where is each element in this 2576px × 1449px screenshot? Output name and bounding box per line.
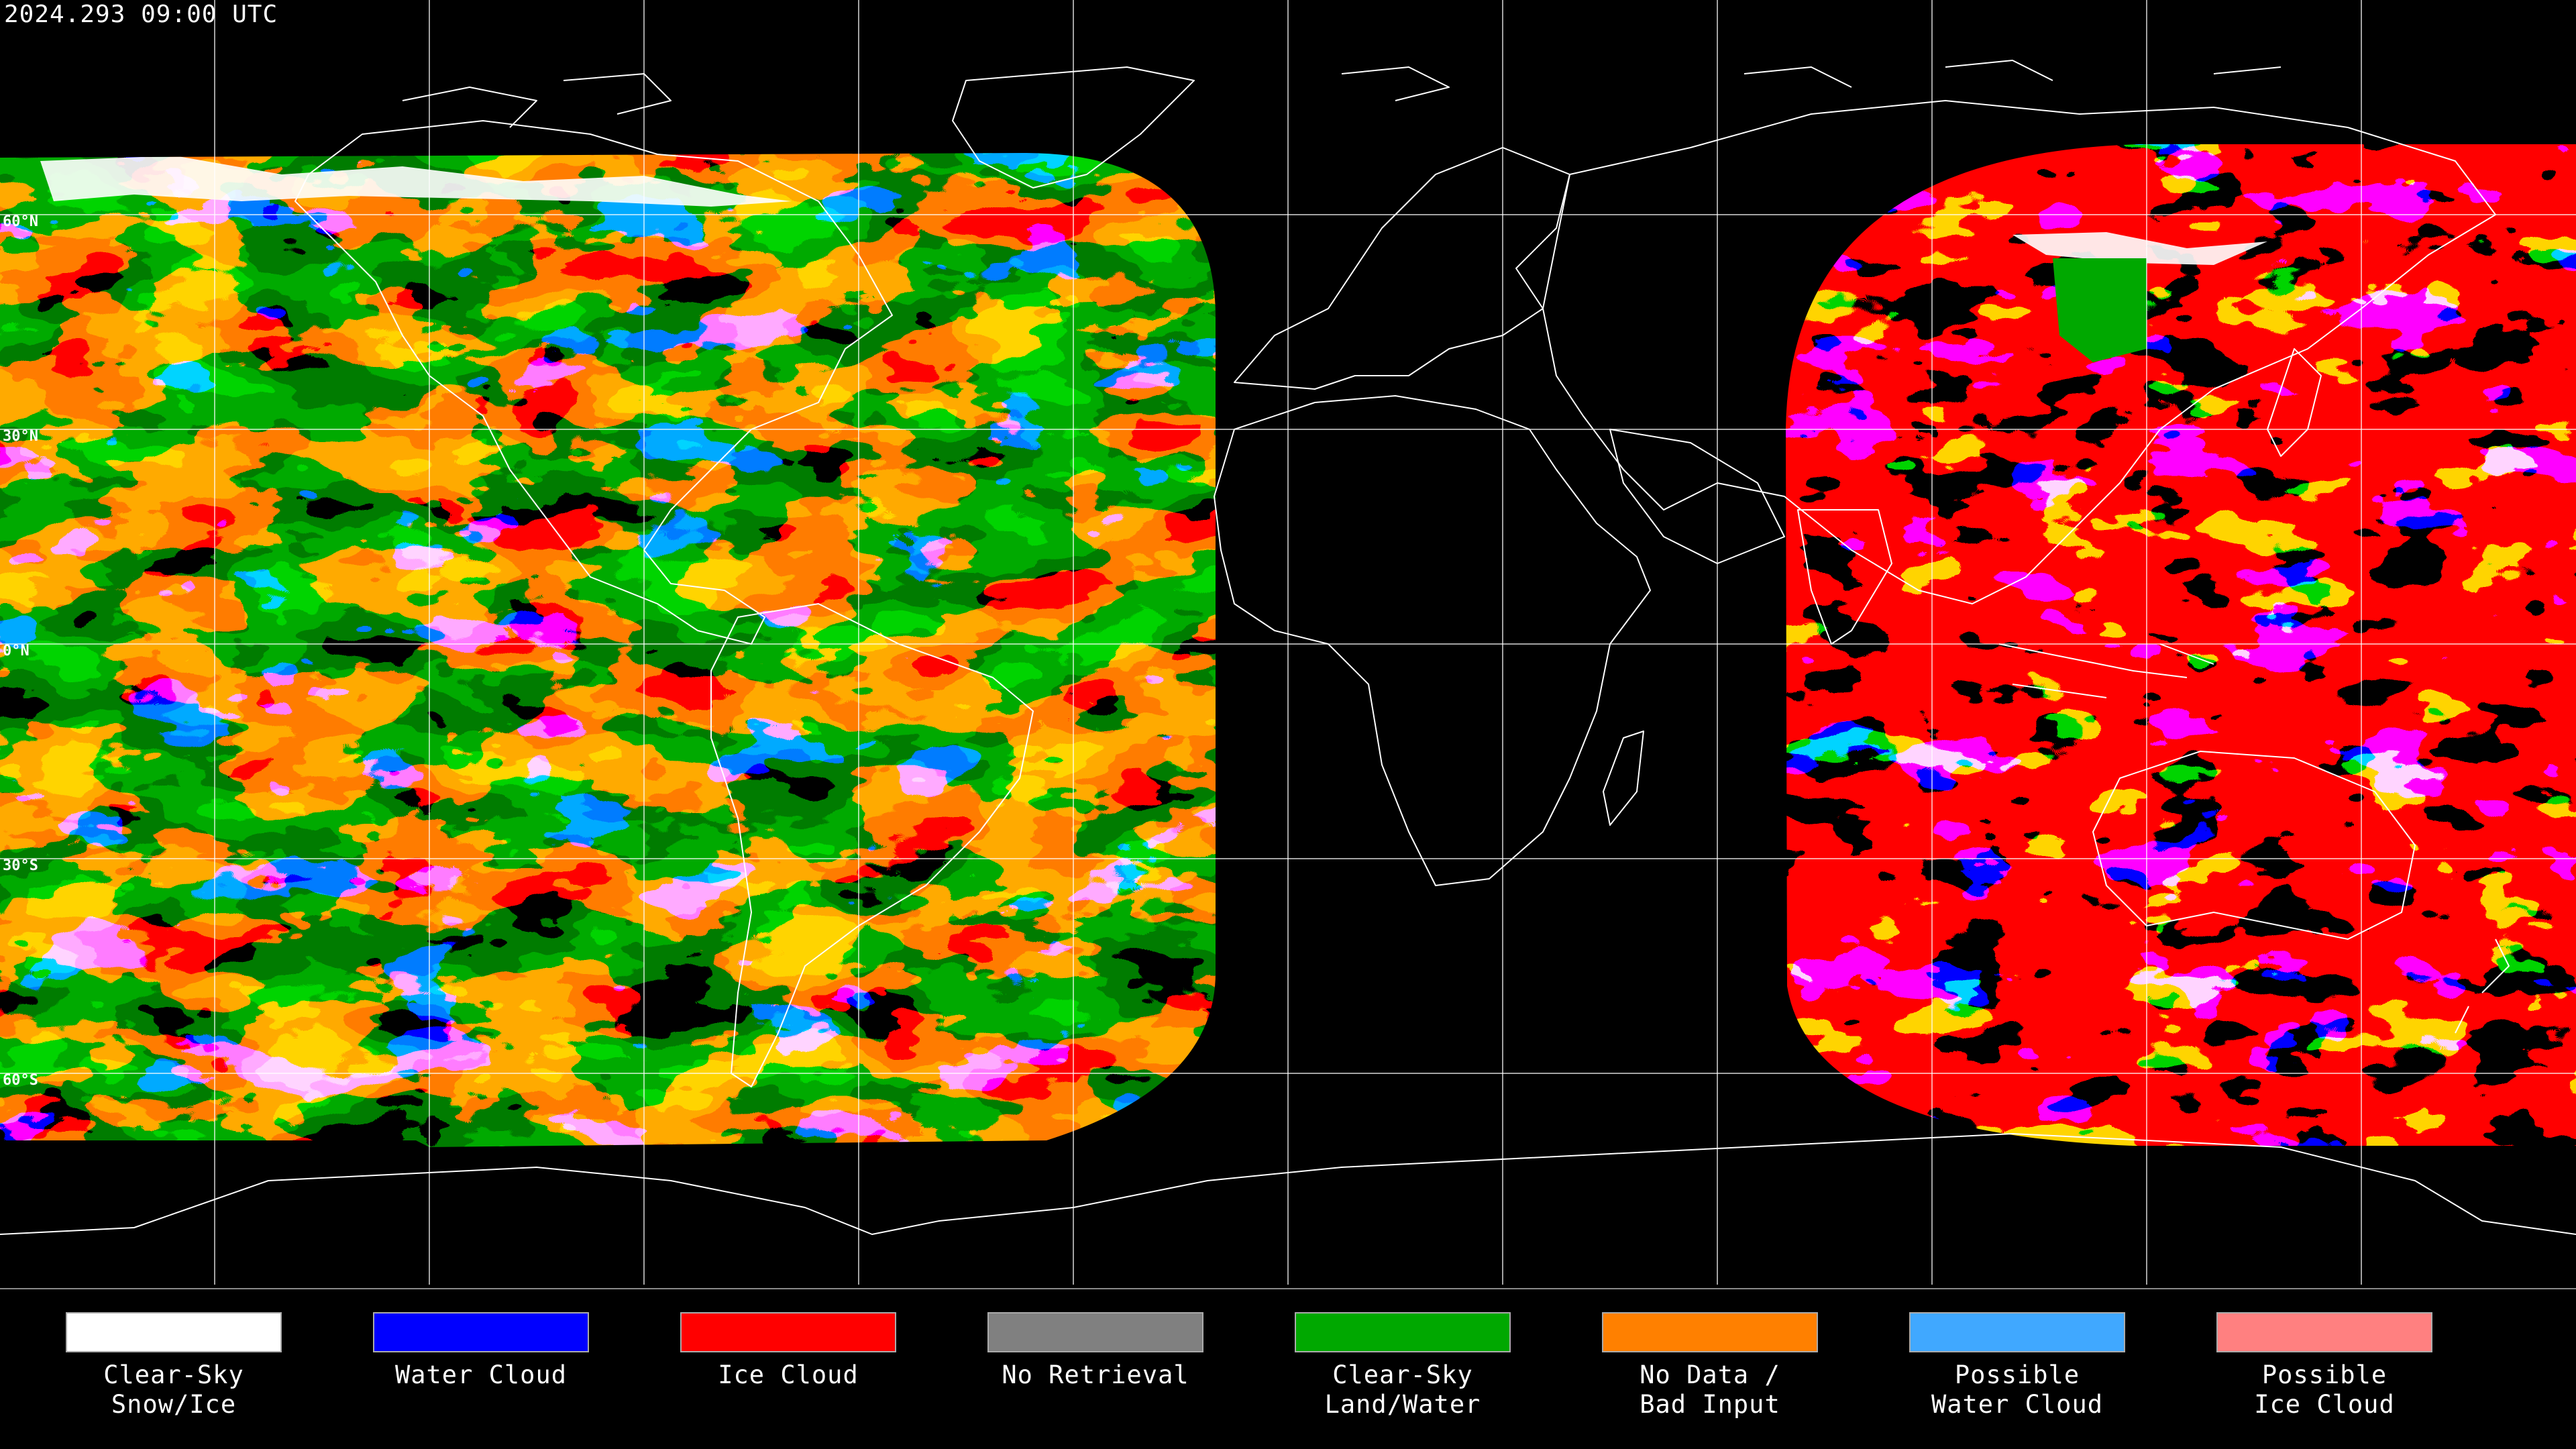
legend-swatch [66, 1312, 282, 1352]
lat-label-30s: 30°S [3, 857, 38, 874]
coast-arctic-islands [402, 60, 2282, 128]
legend-swatch [987, 1312, 1203, 1352]
lat-label-60s: 60°S [3, 1072, 38, 1089]
legend-item-clear-sky-snow-ice: Clear-Sky Snow/Ice [63, 1312, 284, 1419]
siberia-snow-ice-east [2012, 232, 2267, 265]
coastlines [0, 60, 2576, 1235]
coast-south-america [710, 603, 1034, 1087]
legend-label: Possible Water Cloud [1931, 1360, 2104, 1419]
legend-label: No Data / Bad Input [1640, 1360, 1780, 1419]
legend-item-clear-sky-land-water: Clear-Sky Land/Water [1292, 1312, 1513, 1419]
coast-arabia [1609, 429, 1785, 564]
coast-india [1797, 509, 1892, 645]
coast-europe [1234, 147, 1570, 390]
legend-label: No Retrieval [1002, 1360, 1189, 1389]
legend-swatch [1295, 1312, 1511, 1352]
legend-item-possible-ice-cloud: Possible Ice Cloud [2214, 1312, 2435, 1419]
legend-item-no-data-bad-input: No Data / Bad Input [1599, 1312, 1821, 1419]
west-data-swath [0, 153, 1216, 1147]
coast-australia [2092, 751, 2416, 940]
legend-swatch [2216, 1312, 2432, 1352]
arctic-snow-ice-west [40, 156, 792, 207]
legend-swatch [680, 1312, 896, 1352]
lat-label-60n: 60°N [3, 213, 38, 230]
east-data-swath [1786, 144, 2576, 1146]
legend-label: Ice Cloud [718, 1360, 859, 1389]
legend-item-water-cloud: Water Cloud [370, 1312, 592, 1390]
coast-north-america [294, 120, 893, 645]
legend-label: Clear-Sky Snow/Ice [103, 1360, 244, 1419]
legend-item-ice-cloud: Ice Cloud [678, 1312, 899, 1390]
legend-item-no-retrieval: No Retrieval [985, 1312, 1206, 1390]
legend-swatch [1602, 1312, 1818, 1352]
legend: Clear-Sky Snow/Ice Water Cloud Ice Cloud… [0, 1288, 2576, 1449]
legend-swatch [373, 1312, 589, 1352]
legend-label: Water Cloud [394, 1360, 568, 1389]
graticule [0, 0, 2576, 1285]
coast-antarctica [0, 1133, 2576, 1235]
coast-madagascar [1603, 731, 1644, 826]
legend-label: Possible Ice Cloud [2254, 1360, 2395, 1419]
legend-label: Clear-Sky Land/Water [1324, 1360, 1481, 1419]
coast-africa [1214, 395, 1651, 886]
lat-label-0n: 0°N [3, 643, 30, 659]
greenland-clear-east [2053, 258, 2147, 362]
timestamp: 2024.293 09:00 UTC [4, 1, 278, 28]
legend-item-possible-water-cloud: Possible Water Cloud [1907, 1312, 2128, 1419]
cloud-phase-map [0, 0, 2576, 1285]
lat-label-30n: 30°N [3, 428, 38, 445]
coast-indonesia [1998, 643, 2214, 698]
coast-new-zealand [2455, 938, 2510, 1034]
coast-greenland [952, 66, 1195, 189]
legend-swatch [1909, 1312, 2125, 1352]
coast-japan [2267, 348, 2322, 457]
